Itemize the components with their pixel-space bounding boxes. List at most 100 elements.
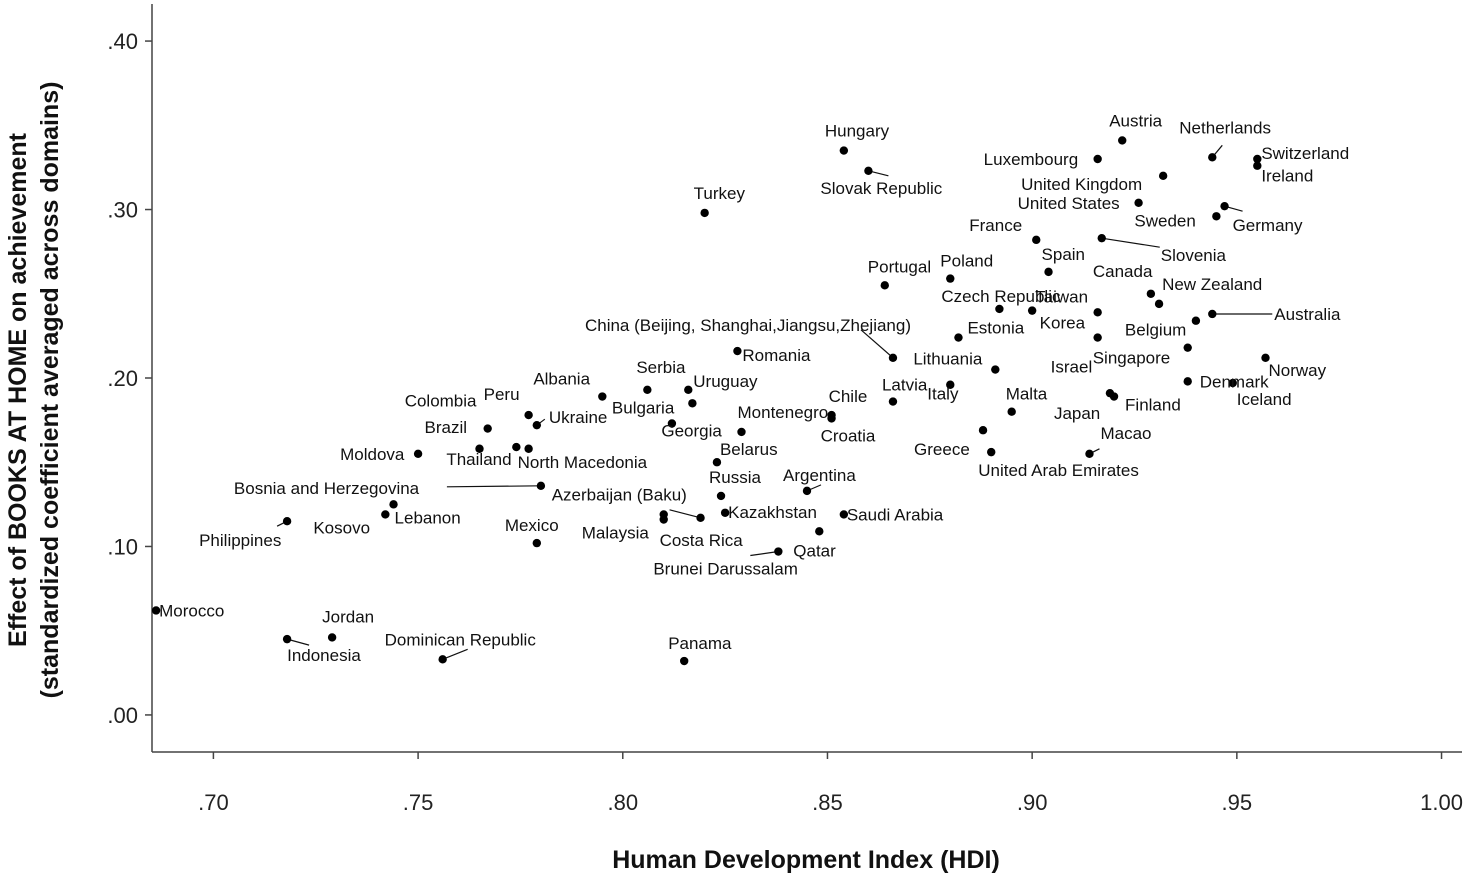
point-colombia <box>483 424 492 433</box>
point-label-brunei-darussalam: Brunei Darussalam <box>653 560 798 579</box>
x-tick-label: .70 <box>198 790 229 815</box>
point-label-singapore: Singapore <box>1093 349 1171 368</box>
point-slovak-republic <box>864 166 873 175</box>
x-tick-label: .95 <box>1222 790 1253 815</box>
point-greece <box>978 426 988 435</box>
point-estonia <box>954 333 963 342</box>
point-new-zealand <box>1154 299 1164 309</box>
point-singapore <box>1183 343 1192 352</box>
point-label-georgia: Georgia <box>661 421 722 440</box>
point-label-panama: Panama <box>668 634 732 653</box>
point-kazakhstan <box>720 508 730 517</box>
point-france <box>1032 235 1041 245</box>
point-bosnia-and-herzegovina <box>536 481 546 491</box>
point-romania <box>733 346 742 356</box>
point-thailand <box>512 442 521 452</box>
point-label-norway: Norway <box>1269 361 1327 380</box>
point-ukraine <box>532 420 542 430</box>
point-label-japan: Japan <box>1054 404 1100 423</box>
y-axis-title-line1: Effect of BOOKS AT HOME on achievement <box>4 132 32 647</box>
tick-marks: .70 .75 .80 .85 .90 .95 1.00 .00 .10 .20 .30 .40 <box>107 29 1463 815</box>
leader-line-bosnia-and-herzegovina <box>446 485 541 488</box>
data-points <box>151 136 1270 666</box>
point-label-united-arab-emirates: United Arab Emirates <box>978 461 1139 480</box>
y-axis-title-group: Effect of BOOKS AT HOME on achievement (… <box>4 82 64 699</box>
point-albania <box>598 392 607 401</box>
point-label-mexico: Mexico <box>505 516 559 535</box>
x-axis-title: Human Development Index (HDI) <box>612 846 1000 874</box>
point-united-arab-emirates <box>987 447 996 457</box>
point-croatia <box>827 414 836 423</box>
point-label-costa-rica: Costa Rica <box>660 531 744 550</box>
point-label-turkey: Turkey <box>694 184 746 203</box>
point-label-denmark: Denmark <box>1200 372 1269 391</box>
point-label-poland: Poland <box>940 252 993 271</box>
point-morocco <box>151 606 161 615</box>
point-label-chile: Chile <box>829 387 868 406</box>
point-label-bulgaria: Bulgaria <box>612 398 675 417</box>
point-united-states <box>1134 198 1143 207</box>
point-label-romania: Romania <box>742 346 811 365</box>
y-tick-label: .20 <box>107 366 138 391</box>
point-taiwan <box>1027 306 1037 315</box>
point-label-estonia: Estonia <box>967 319 1024 338</box>
point-label-brazil: Brazil <box>425 418 468 437</box>
point-ireland <box>1253 161 1262 170</box>
point-dominican-republic <box>438 655 447 664</box>
point-label-germany: Germany <box>1233 216 1303 235</box>
point-label-switzerland: Switzerland <box>1261 144 1349 163</box>
point-label-italy: Italy <box>927 385 959 404</box>
point-north-macedonia <box>524 444 533 453</box>
point-label-australia: Australia <box>1274 305 1341 324</box>
point-iceland <box>1228 378 1237 388</box>
x-tick-label: .80 <box>607 790 638 815</box>
point-lithuania <box>991 365 1000 374</box>
point-slovenia <box>1097 233 1106 243</box>
y-tick-label: .30 <box>107 198 138 223</box>
point-australia <box>1208 309 1217 319</box>
point-label-kazakhstan: Kazakhstan <box>728 503 817 522</box>
point-georgia <box>688 399 697 408</box>
point-brunei-darussalam <box>774 547 783 556</box>
point-austria <box>1118 136 1127 145</box>
point-macao <box>1085 449 1094 459</box>
point-label-kosovo: Kosovo <box>313 518 370 537</box>
point-belarus <box>712 458 722 467</box>
point-label-austria: Austria <box>1109 111 1162 130</box>
point-belgium <box>1191 316 1201 325</box>
point-brazil <box>475 444 484 453</box>
point-label-israel: Israel <box>1051 358 1093 377</box>
point-label-china-beijing-shanghai-jiangsu-zhejiang: China (Beijing, Shanghai,Jiangsu,Zhejian… <box>585 316 911 335</box>
point-labels: Morocco Indonesia Jordan Philippines Kosovo L… <box>159 111 1349 665</box>
point-malta <box>1007 407 1016 416</box>
point-label-ukraine: Ukraine <box>549 408 608 427</box>
point-label-saudi-arabia: Saudi Arabia <box>847 505 944 524</box>
point-label-ireland: Ireland <box>1261 167 1313 186</box>
point-label-finland: Finland <box>1125 396 1181 415</box>
point-canada <box>1146 289 1156 298</box>
point-label-taiwan: Taiwan <box>1035 288 1088 307</box>
point-label-azerbaijan-baku: Azerbaijan (Baku) <box>552 485 687 504</box>
y-tick-label: .10 <box>107 534 138 559</box>
point-qatar <box>815 527 824 536</box>
point-label-iceland: Iceland <box>1237 390 1292 409</box>
point-label-morocco: Morocco <box>159 601 224 620</box>
point-indonesia <box>282 634 292 644</box>
point-label-uruguay: Uruguay <box>693 372 758 391</box>
point-russia <box>716 491 726 501</box>
point-label-albania: Albania <box>533 370 590 389</box>
y-tick-label: .40 <box>107 29 138 54</box>
point-lebanon <box>389 500 398 509</box>
point-label-peru: Peru <box>484 385 520 404</box>
point-label-malaysia: Malaysia <box>582 524 650 543</box>
point-czech-republic <box>995 304 1004 314</box>
point-label-portugal: Portugal <box>868 257 931 276</box>
point-denmark <box>1183 377 1192 386</box>
point-label-korea: Korea <box>1040 313 1086 332</box>
leader-line-dominican-republic <box>442 648 468 660</box>
point-label-canada: Canada <box>1093 262 1153 281</box>
point-sweden <box>1212 212 1221 221</box>
leader-line-brunei-darussalam <box>750 550 779 557</box>
point-bulgaria <box>667 419 677 428</box>
